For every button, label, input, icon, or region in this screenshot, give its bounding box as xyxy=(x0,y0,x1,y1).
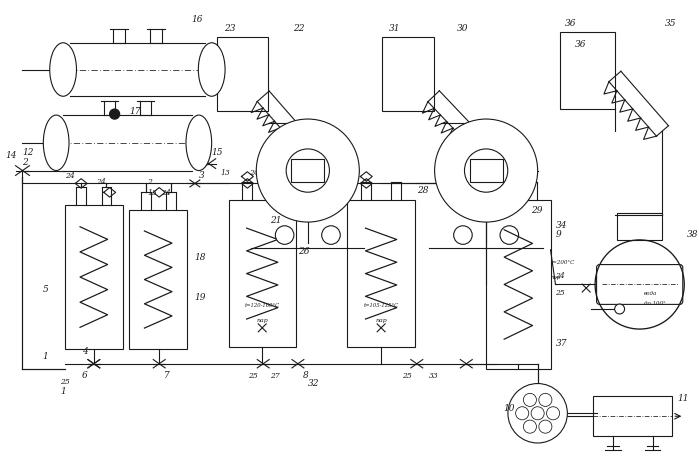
Bar xyxy=(593,397,672,436)
Circle shape xyxy=(275,226,294,244)
Text: 11: 11 xyxy=(677,394,689,403)
Text: 30: 30 xyxy=(456,24,468,34)
Text: 13: 13 xyxy=(147,190,157,197)
Text: 36: 36 xyxy=(575,40,586,49)
Circle shape xyxy=(614,304,625,314)
Text: пар: пар xyxy=(551,275,561,280)
Text: 34: 34 xyxy=(556,220,567,230)
Text: 18: 18 xyxy=(195,253,206,262)
Text: 26: 26 xyxy=(298,247,310,256)
Text: 27: 27 xyxy=(270,372,280,380)
Ellipse shape xyxy=(50,43,76,96)
Text: 28: 28 xyxy=(417,186,428,195)
Text: 9: 9 xyxy=(556,230,561,240)
Text: 24: 24 xyxy=(96,179,106,186)
Text: 24: 24 xyxy=(250,168,259,177)
Text: 29: 29 xyxy=(531,206,542,215)
Bar xyxy=(65,205,122,349)
Circle shape xyxy=(539,393,552,406)
Bar xyxy=(129,210,187,349)
Text: 24: 24 xyxy=(340,168,350,177)
Circle shape xyxy=(547,407,560,420)
Bar xyxy=(347,200,415,347)
Bar xyxy=(229,200,296,347)
Text: t=105-125°С: t=105-125°С xyxy=(363,303,398,308)
Bar xyxy=(617,213,662,240)
Text: до 100°: до 100° xyxy=(644,301,666,306)
Text: 2: 2 xyxy=(22,158,28,167)
Ellipse shape xyxy=(186,115,212,171)
Text: 7: 7 xyxy=(164,371,170,380)
Text: 36: 36 xyxy=(565,19,577,28)
Bar xyxy=(382,37,433,111)
Bar xyxy=(217,37,268,111)
Text: 10: 10 xyxy=(503,404,514,413)
Text: 38: 38 xyxy=(687,230,699,240)
Text: 35: 35 xyxy=(665,19,676,28)
Text: 8: 8 xyxy=(303,371,308,380)
Text: 1: 1 xyxy=(60,387,66,396)
Text: 16: 16 xyxy=(191,16,203,24)
Circle shape xyxy=(257,119,359,222)
Text: 3: 3 xyxy=(199,171,205,180)
Circle shape xyxy=(524,393,536,406)
Circle shape xyxy=(516,407,528,420)
Text: 33: 33 xyxy=(428,372,438,380)
Text: t=120-160°С: t=120-160°С xyxy=(245,303,280,308)
Text: 1: 1 xyxy=(43,353,48,361)
Circle shape xyxy=(508,384,568,443)
Circle shape xyxy=(524,420,536,433)
Text: 21: 21 xyxy=(270,216,282,224)
Text: 23: 23 xyxy=(224,24,235,34)
Text: 24: 24 xyxy=(350,172,360,179)
Text: 2: 2 xyxy=(147,179,152,186)
Text: 25: 25 xyxy=(248,372,258,380)
Text: 25: 25 xyxy=(60,378,70,386)
Text: 17: 17 xyxy=(129,106,141,116)
Text: 20: 20 xyxy=(298,186,310,195)
Text: 13: 13 xyxy=(221,168,231,177)
Text: пар: пар xyxy=(257,318,268,323)
Circle shape xyxy=(435,119,538,222)
Ellipse shape xyxy=(43,115,69,171)
Text: 25: 25 xyxy=(402,372,412,380)
Text: 24: 24 xyxy=(556,272,565,280)
Bar xyxy=(561,32,615,109)
Text: 22: 22 xyxy=(293,24,305,34)
Text: 4: 4 xyxy=(82,347,87,356)
Text: 6: 6 xyxy=(82,371,87,380)
Text: 15: 15 xyxy=(212,148,223,157)
Bar xyxy=(291,159,324,182)
Text: t=200°С: t=200°С xyxy=(551,260,575,265)
Circle shape xyxy=(110,109,120,119)
Text: 24: 24 xyxy=(65,172,75,179)
Text: вода: вода xyxy=(644,291,657,296)
Text: 25: 25 xyxy=(556,289,565,297)
Text: 24: 24 xyxy=(161,190,171,197)
Circle shape xyxy=(322,226,340,244)
Circle shape xyxy=(500,226,519,244)
Text: 32: 32 xyxy=(308,379,319,388)
Circle shape xyxy=(454,226,473,244)
Text: 31: 31 xyxy=(389,24,401,34)
Ellipse shape xyxy=(199,43,225,96)
Text: пар: пар xyxy=(375,318,387,323)
Circle shape xyxy=(539,420,552,433)
Text: 37: 37 xyxy=(556,339,567,348)
Bar xyxy=(470,159,503,182)
Bar xyxy=(486,200,551,369)
Text: 19: 19 xyxy=(195,293,206,302)
Text: 12: 12 xyxy=(22,148,34,157)
Text: 5: 5 xyxy=(43,285,48,294)
Text: 14: 14 xyxy=(6,151,17,160)
